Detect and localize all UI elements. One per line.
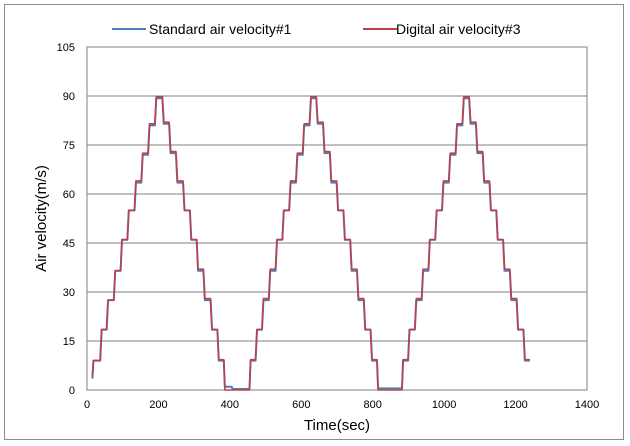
y-tick-label: 45	[63, 238, 75, 250]
y-tick-label: 30	[63, 287, 75, 299]
x-tick-label: 800	[364, 399, 382, 411]
y-tick-label: 75	[63, 140, 75, 152]
legend-label-1: Standard air velocity#1	[149, 21, 292, 37]
y-tick-label: 0	[69, 385, 75, 397]
x-tick-label: 1000	[432, 399, 456, 411]
x-tick-label: 1200	[503, 399, 527, 411]
plot-area-border	[86, 46, 588, 391]
legend: Standard air velocity#1 Digital air veloc…	[112, 21, 521, 37]
x-tick-label: 600	[292, 399, 310, 411]
grid-lines	[87, 95, 587, 342]
series-layer	[91, 95, 530, 391]
y-axis-title: Air velocity(m/s)	[33, 165, 50, 272]
series-line-2	[91, 95, 530, 391]
x-tick-label: 400	[221, 399, 239, 411]
x-axis-title: Time(sec)	[304, 417, 370, 434]
series-line-1	[91, 97, 530, 391]
x-tick-label: 1400	[575, 399, 599, 411]
y-tick-label: 60	[63, 189, 75, 201]
y-tick-label: 15	[63, 336, 75, 348]
y-tick-label: 90	[63, 91, 75, 103]
y-tick-label: 105	[57, 42, 75, 54]
x-tick-label: 200	[149, 399, 167, 411]
x-tick-labels: 0 200 400 600 800 1000 1200 1400	[84, 399, 599, 411]
chart-frame	[4, 4, 624, 440]
x-tick-label: 0	[84, 399, 90, 411]
legend-label-2: Digital air velocity#3	[396, 21, 521, 37]
y-tick-labels: 0 15 30 45 60 75 90 105	[57, 42, 75, 397]
